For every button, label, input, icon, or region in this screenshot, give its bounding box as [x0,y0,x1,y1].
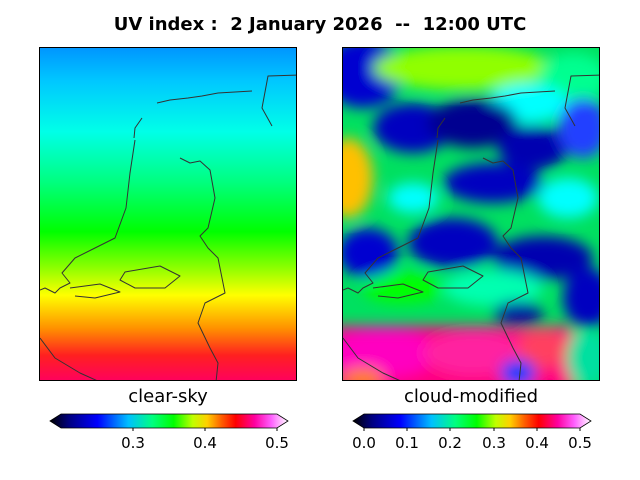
cloud-modified-colorbar [352,413,592,431]
cloud-modified-map [342,47,600,381]
cloud-modified-label: cloud-modified [403,386,539,407]
cloud-modified-tick-label: 0.5 [568,434,592,452]
cloud-modified-tick-label: 0.1 [395,434,419,452]
coastline-overlay [343,74,599,380]
cloud-modified-tick-label: 0.3 [482,434,506,452]
clear-sky-label: clear-sky [128,386,208,407]
cloud-modified-tick-label: 0.2 [438,434,462,452]
clear-sky-colorbar [49,413,289,431]
clear-sky-field [40,48,296,380]
cloud-modified-tick-label: 0.4 [525,434,549,452]
cloud-modified-field [343,48,599,380]
clear-sky-tick-label: 0.4 [193,434,217,452]
clear-sky-map [39,47,297,381]
cloud-modified-tick-label: 0.0 [352,434,376,452]
page-title: UV index : 2 January 2026 -- 12:00 UTC [113,14,527,35]
coastline-overlay [40,74,296,380]
clear-sky-tick-label: 0.5 [265,434,289,452]
clear-sky-tick-label: 0.3 [121,434,145,452]
